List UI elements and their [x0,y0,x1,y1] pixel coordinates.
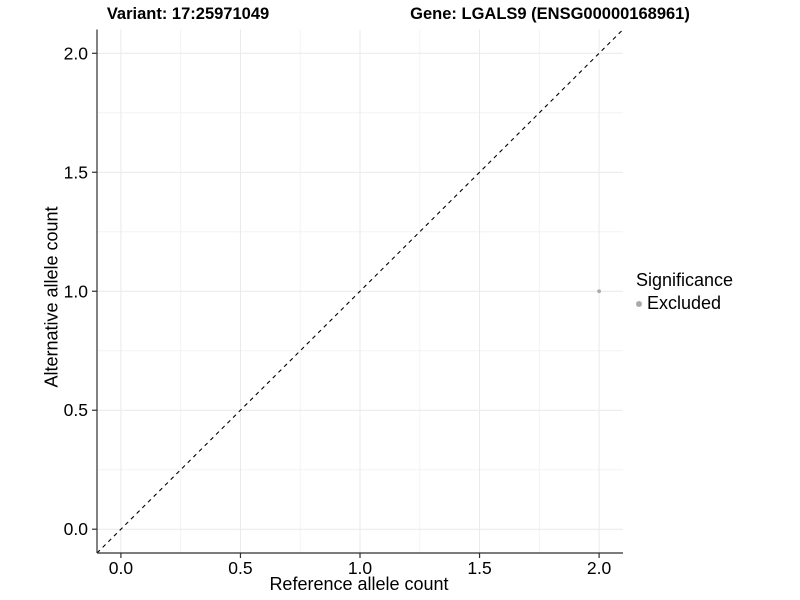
y-tick-label: 2.0 [64,43,89,63]
y-tick-label: 1.5 [64,162,88,182]
x-tick-label: 2.0 [587,558,612,578]
y-tick-label: 0.0 [64,519,89,539]
x-tick-label: 1.0 [348,558,373,578]
variant-title: Variant: 17:25971049 [106,5,270,23]
legend-item-label: Excluded [647,293,722,313]
y-tick-label: 1.0 [64,281,89,301]
legend-item-excluded: Excluded [636,293,733,314]
x-tick-label: 0.0 [109,558,134,578]
gene-title: Gene: LGALS9 (ENSG00000168961) [410,5,690,23]
data-point [597,289,601,294]
legend-key-dot [636,300,642,307]
y-tick-label: 0.5 [64,400,88,420]
y-axis-title: Alternative allele count [41,206,62,388]
legend: Significance Excluded [636,270,733,314]
x-tick-label: 1.5 [467,558,491,578]
x-tick-label: 0.5 [228,558,252,578]
identity-dashed-line [96,29,624,554]
legend-title: Significance [636,270,734,290]
x-axis-title: Reference allele count [269,574,449,594]
